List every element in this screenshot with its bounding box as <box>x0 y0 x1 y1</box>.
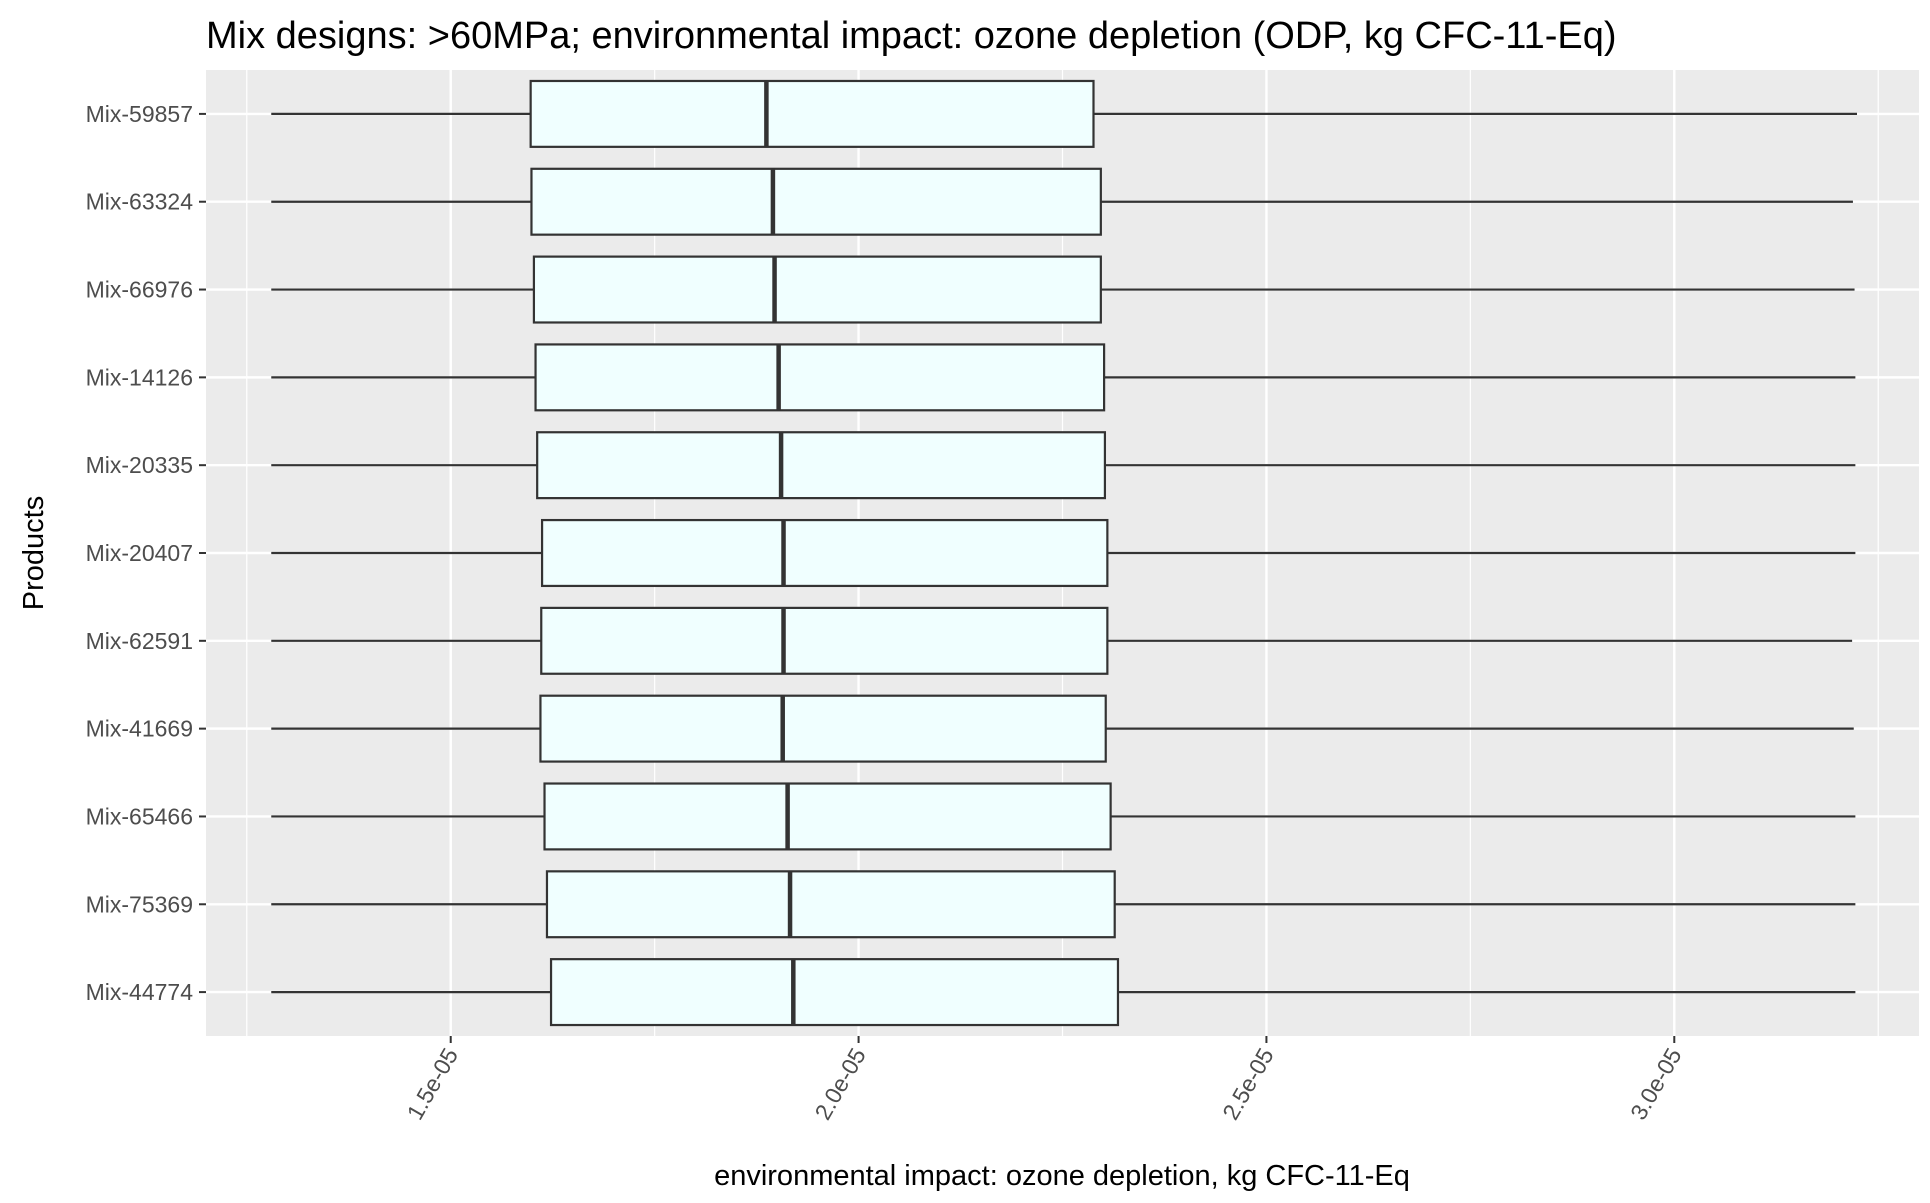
box <box>532 255 1102 324</box>
x-axis: 1.5e-05 2.0e-05 2.5e-05 3.0e-05 <box>402 1036 1687 1124</box>
box <box>530 167 1102 236</box>
box-group <box>271 79 1858 148</box>
box-group <box>271 167 1853 236</box>
y-tick-label: Mix-59857 <box>86 101 193 127</box>
box <box>529 79 1095 148</box>
box-group <box>271 782 1856 851</box>
y-tick-label: Mix-20407 <box>86 540 193 566</box>
y-tick-label: Mix-75369 <box>86 891 193 917</box>
x-axis-title: environmental impact: ozone depletion, k… <box>714 1160 1410 1192</box>
y-tick-label: Mix-14126 <box>86 364 193 390</box>
y-tick-label: Mix-62591 <box>86 628 193 654</box>
x-tick-label: 2.0e-05 <box>809 1044 871 1125</box>
box <box>539 694 1107 763</box>
chart-title: Mix designs: >60MPa; environmental impac… <box>206 15 1617 57</box>
y-tick-label: Mix-65466 <box>86 803 193 829</box>
box-group <box>271 255 1855 324</box>
y-tick-label: Mix-66976 <box>86 277 193 303</box>
box-group <box>271 870 1856 939</box>
box-series <box>271 79 1858 1027</box>
box-group <box>271 958 1856 1027</box>
y-tick-label: Mix-44774 <box>86 979 194 1005</box>
box-group <box>271 694 1854 763</box>
box-group <box>271 518 1856 588</box>
y-tick-label: Mix-20335 <box>86 452 193 478</box>
box <box>534 343 1106 412</box>
y-tick-label: Mix-41669 <box>86 716 193 742</box>
box-group <box>271 431 1856 500</box>
x-tick-label: 1.5e-05 <box>402 1044 464 1125</box>
x-tick-label: 3.0e-05 <box>1625 1044 1687 1125</box>
box <box>545 870 1116 939</box>
box <box>543 782 1112 851</box>
y-tick-label: Mix-63324 <box>86 189 194 215</box>
box <box>540 518 1109 588</box>
x-tick-label: 2.5e-05 <box>1217 1044 1279 1125</box>
box-group <box>271 343 1856 412</box>
box <box>549 958 1120 1027</box>
y-axis: Mix-59857 Mix-63324 Mix-66976 Mix-14126 Mix-… <box>86 101 206 1005</box>
box-group <box>271 606 1853 675</box>
y-axis-title: Products <box>18 496 50 610</box>
box <box>540 606 1109 675</box>
box <box>536 431 1107 500</box>
